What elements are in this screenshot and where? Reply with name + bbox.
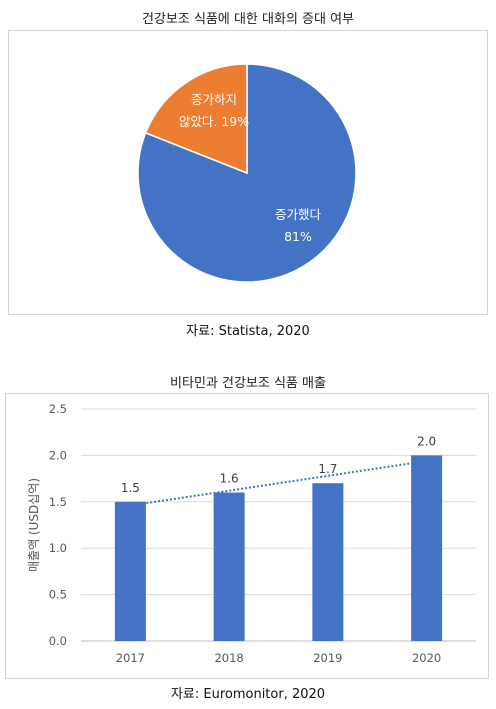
y-tick-label: 0.0 xyxy=(49,634,67,648)
bar-data-label: 1.7 xyxy=(318,462,337,476)
y-axis-label: 매출액 (USD십억) xyxy=(27,478,41,572)
x-tick-label: 2020 xyxy=(412,651,441,665)
y-tick-label: 1.5 xyxy=(49,495,67,509)
pie-slice-label: 증가하지 xyxy=(191,92,237,107)
bar-chart-panel: 0.0 0.5 1.0 1.5 2.0 2.5 매출액 (USD십억) 1.5 2017 1.6 2… xyxy=(5,393,489,679)
x-tick-label: 2019 xyxy=(313,651,342,665)
bar xyxy=(114,501,146,641)
bar-chart: 0.0 0.5 1.0 1.5 2.0 2.5 매출액 (USD십억) 1.5 2017 1.6 2… xyxy=(27,402,476,665)
pie-chart-title: 건강보조 식품에 대한 대화의 증대 여부 xyxy=(141,12,355,27)
bar xyxy=(411,455,443,641)
bar-data-label: 2.0 xyxy=(417,434,436,448)
bar-chart-source: 자료: Euromonitor, 2020 xyxy=(170,687,326,702)
pie-slice-label: 증가했다 xyxy=(275,207,322,222)
bar-data-label: 1.5 xyxy=(121,481,140,495)
y-tick-label: 2.0 xyxy=(49,448,67,462)
pie-chart-source: 자료: Statista, 2020 xyxy=(186,324,310,339)
pie-slice-label: 않았다. 19% xyxy=(179,114,249,129)
bar-chart-title: 비타민과 건강보조 식품 매출 xyxy=(170,376,326,391)
x-tick-label: 2017 xyxy=(116,651,145,665)
y-tick-label: 0.5 xyxy=(49,588,67,602)
bar xyxy=(312,483,344,641)
bar-data-label: 1.6 xyxy=(220,472,239,486)
x-tick-label: 2018 xyxy=(214,651,243,665)
y-tick-label: 1.0 xyxy=(49,541,67,555)
y-tick-label: 2.5 xyxy=(49,402,67,416)
pie-slice-label: 81% xyxy=(284,229,312,244)
pie-slice xyxy=(144,63,248,175)
trendline xyxy=(130,459,427,507)
bar xyxy=(213,492,245,641)
